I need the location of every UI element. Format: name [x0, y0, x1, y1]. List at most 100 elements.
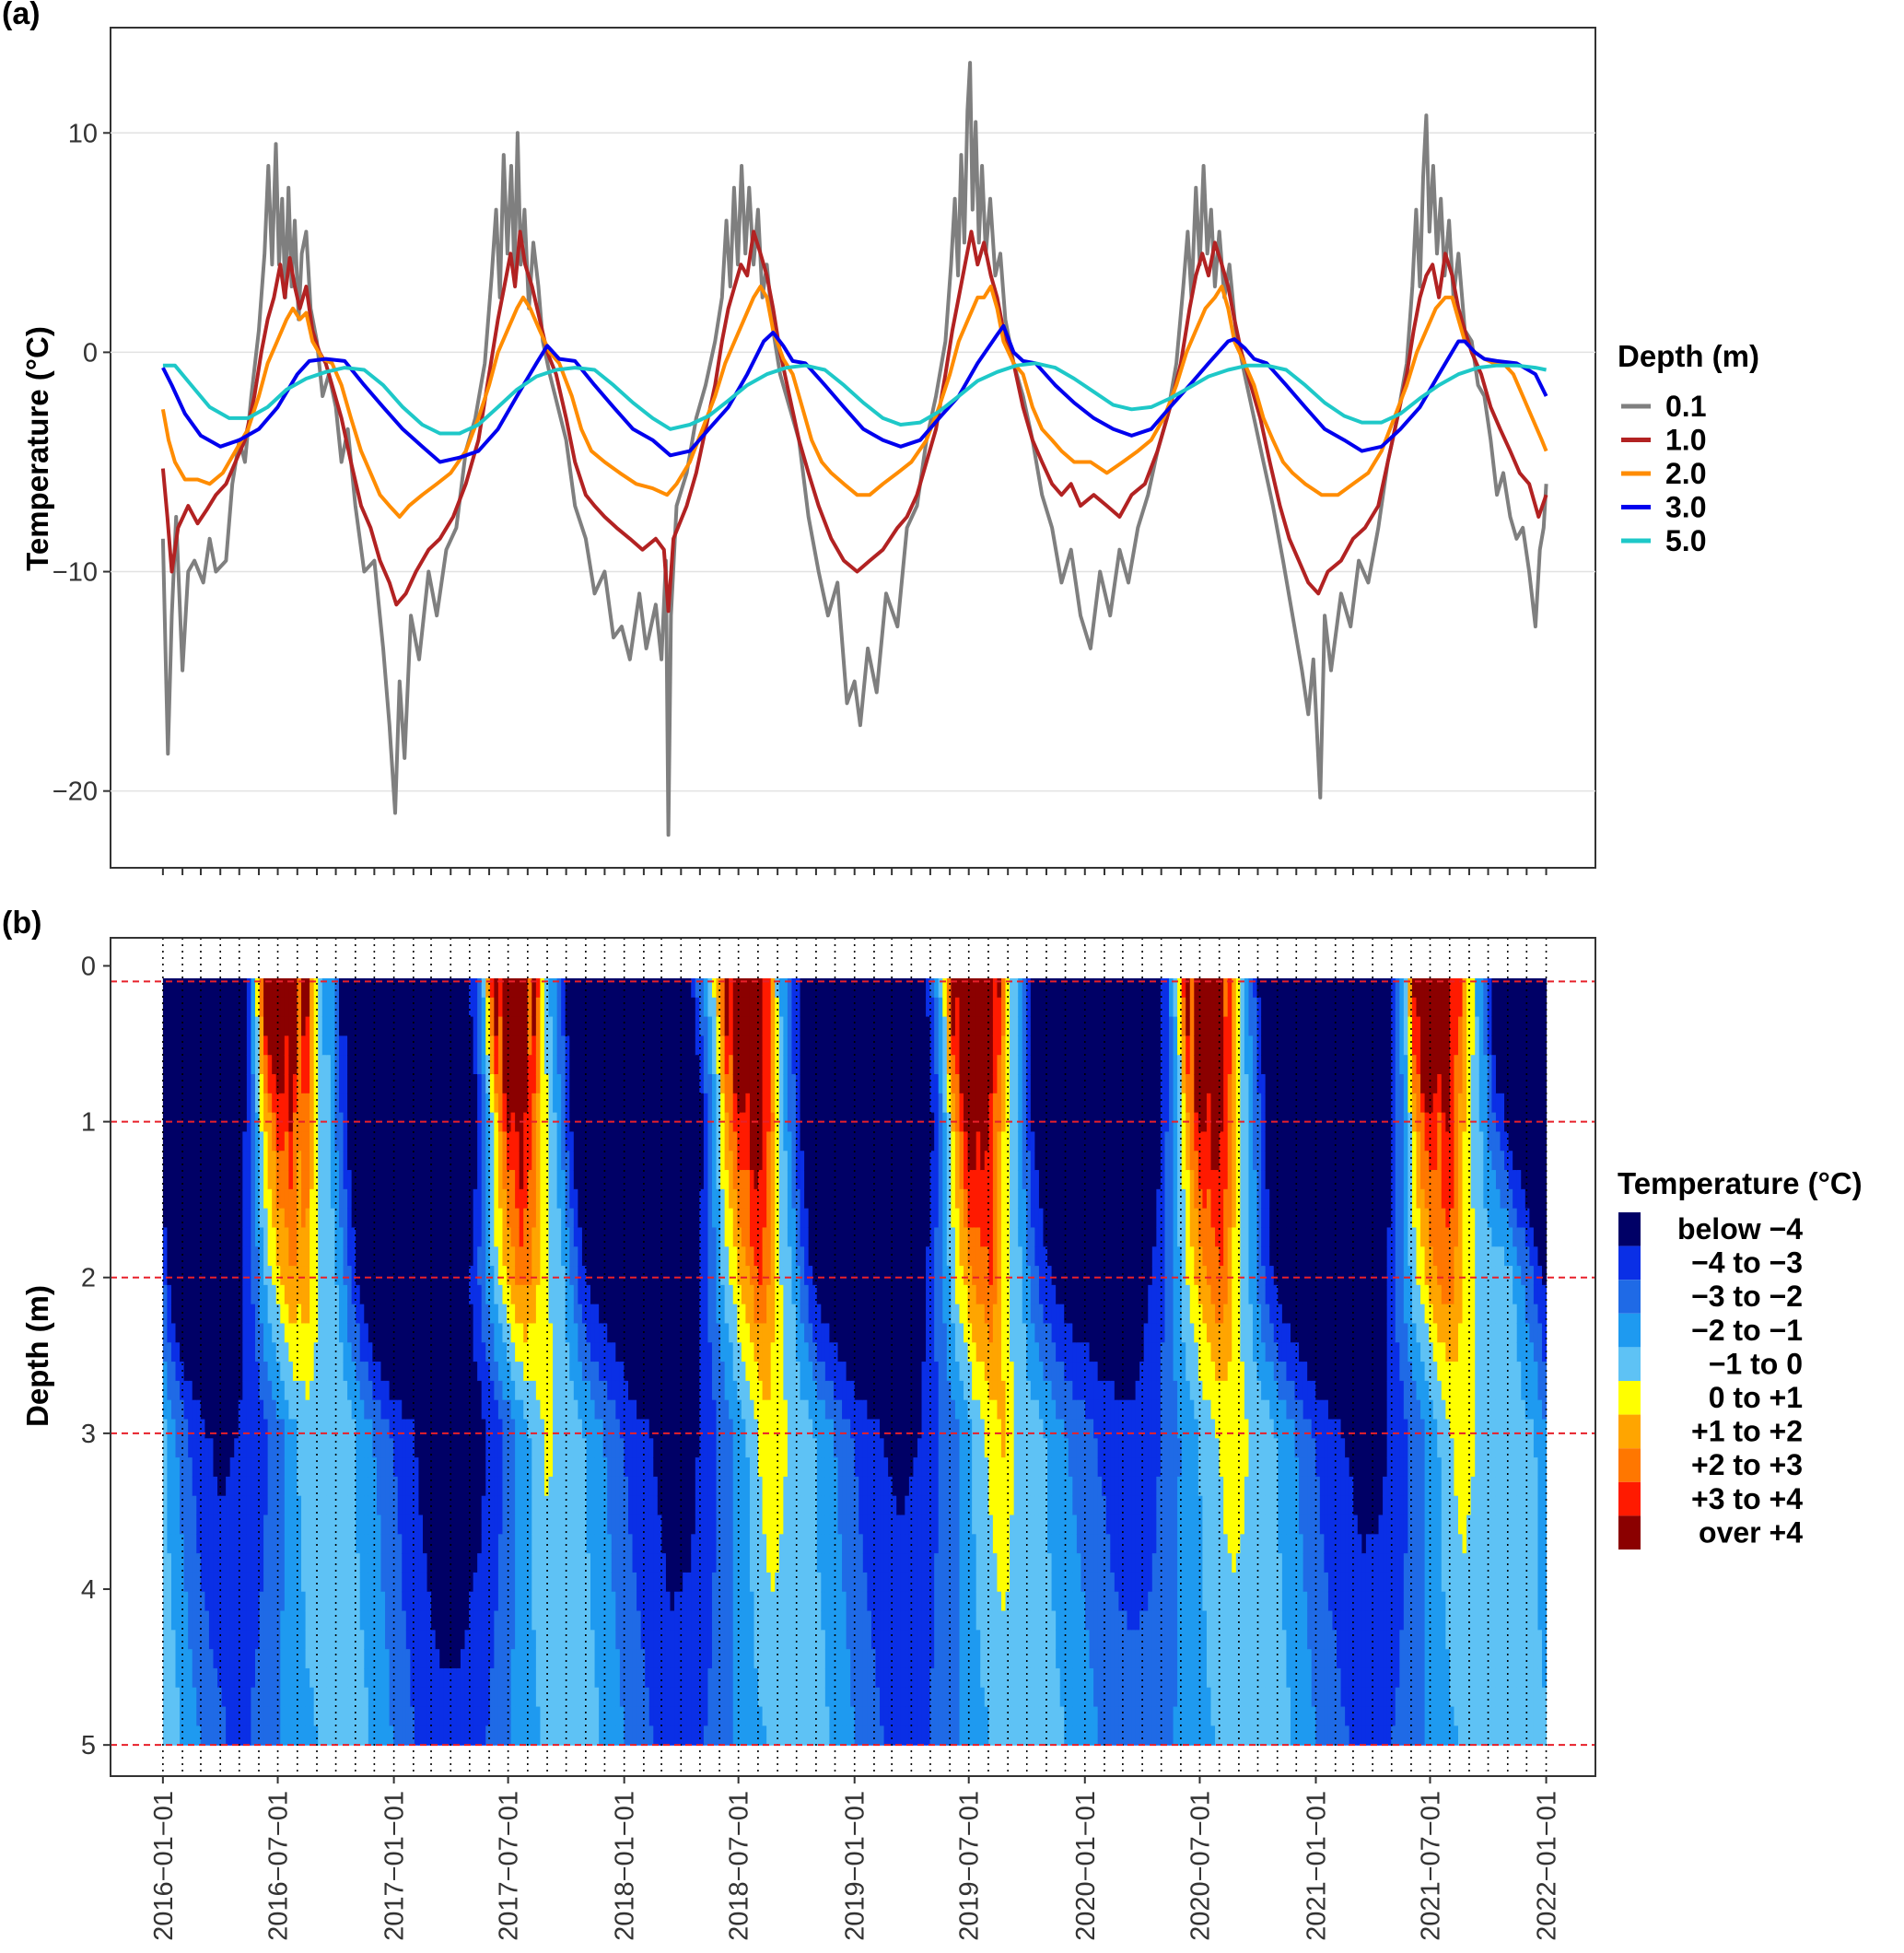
heat-cell [162, 1725, 169, 1746]
heat-cell [259, 1438, 264, 1458]
heat-cell [310, 1188, 315, 1210]
heat-cell [275, 997, 281, 1018]
heat-cell [637, 1610, 642, 1631]
heat-cell [489, 1725, 495, 1746]
heat-cell [648, 997, 654, 1018]
heat-cell [208, 1151, 215, 1171]
heat-cell [313, 1610, 319, 1631]
heat-cell [175, 1457, 181, 1478]
y-tick-label: −20 [53, 778, 98, 807]
heat-cell [183, 1208, 189, 1229]
heat-cell [385, 1284, 391, 1305]
heat-cell [464, 1016, 470, 1036]
heat-cell [251, 977, 256, 999]
heat-cell [330, 1630, 336, 1650]
heat-cell [204, 1323, 210, 1343]
heat-cell [645, 1227, 650, 1247]
heat-cell [481, 1342, 486, 1362]
heat-cell [364, 1131, 369, 1152]
heat-cell [359, 1553, 365, 1573]
heat-cell [561, 1131, 567, 1152]
heat-cell [275, 1706, 281, 1726]
heat-cell [670, 977, 675, 999]
heat-cell [519, 1476, 524, 1497]
heat-cell [376, 1227, 382, 1247]
heat-cell [313, 1055, 319, 1075]
heat-cell [456, 1495, 461, 1516]
heat-cell [188, 1284, 193, 1305]
heat-cell [208, 1246, 215, 1267]
heat-cell [661, 1304, 667, 1325]
heat-cell [624, 1188, 629, 1210]
heat-cell [217, 1035, 223, 1056]
heat-cell [402, 1188, 407, 1210]
heat-cell [665, 1419, 672, 1439]
heat-cell [590, 1457, 596, 1478]
heat-cell [204, 1667, 210, 1689]
heat-cell [229, 1362, 235, 1382]
heat-cell [515, 1419, 520, 1439]
heat-cell [460, 1362, 466, 1382]
heat-cell [301, 1380, 307, 1401]
heat-cell [221, 1380, 227, 1401]
heat-cell [343, 1706, 348, 1726]
heat-cell [162, 997, 169, 1018]
heat-cell [599, 1438, 604, 1458]
heat-cell [460, 1266, 466, 1286]
heat-cell [402, 1457, 407, 1478]
heat-cell [460, 1572, 466, 1593]
heat-cell [640, 1266, 646, 1286]
heat-cell [318, 1112, 323, 1133]
heat-cell [489, 1438, 495, 1458]
heat-cell [531, 1055, 537, 1075]
heat-cell [497, 1514, 504, 1535]
heat-cell [670, 1074, 675, 1094]
heat-cell [515, 1323, 520, 1343]
heat-cell [510, 1304, 516, 1325]
heat-cell [414, 1380, 420, 1401]
heat-cell [238, 1380, 243, 1401]
heat-cell [292, 1227, 298, 1247]
heat-cell [389, 1151, 394, 1171]
heat-cell [494, 1074, 499, 1094]
heat-cell [599, 1725, 604, 1746]
heat-cell [229, 1572, 235, 1593]
heat-cell [456, 1687, 461, 1708]
heat-cell [167, 1687, 172, 1708]
heat-cell [351, 1514, 356, 1535]
heat-cell [531, 1035, 537, 1056]
heat-cell [359, 1630, 365, 1650]
heat-cell [611, 1131, 616, 1152]
heat-cell [548, 1553, 554, 1573]
heat-cell [330, 1457, 336, 1478]
heat-cell [619, 1170, 625, 1190]
heat-cell [581, 1399, 588, 1421]
heat-cell [632, 1342, 637, 1362]
heat-cell [637, 1035, 642, 1056]
heat-cell [670, 1514, 675, 1535]
heat-cell [489, 1131, 495, 1152]
heat-cell [640, 1706, 646, 1726]
heat-cell [196, 1170, 202, 1190]
heat-cell [515, 1572, 520, 1593]
heat-cell [599, 1170, 604, 1190]
heat-cell [338, 1553, 345, 1573]
heat-cell [581, 1151, 588, 1171]
heat-cell [431, 1188, 437, 1210]
heat-cell [414, 1591, 420, 1612]
heat-cell [653, 1630, 659, 1650]
heat-cell [251, 1457, 256, 1478]
heat-cell [376, 1362, 382, 1382]
heat-cell [246, 1419, 252, 1439]
heat-cell [561, 1514, 567, 1535]
heat-cell [670, 1553, 675, 1573]
heat-cell [313, 977, 319, 999]
heat-cell [578, 1016, 583, 1036]
heat-cell [435, 1706, 440, 1726]
heat-cell [489, 1667, 495, 1689]
heat-cell [321, 1362, 327, 1382]
heat-cell [221, 1074, 227, 1094]
heat-cell [267, 1284, 273, 1305]
heat-cell [661, 1419, 667, 1439]
heat-cell [627, 1266, 634, 1286]
